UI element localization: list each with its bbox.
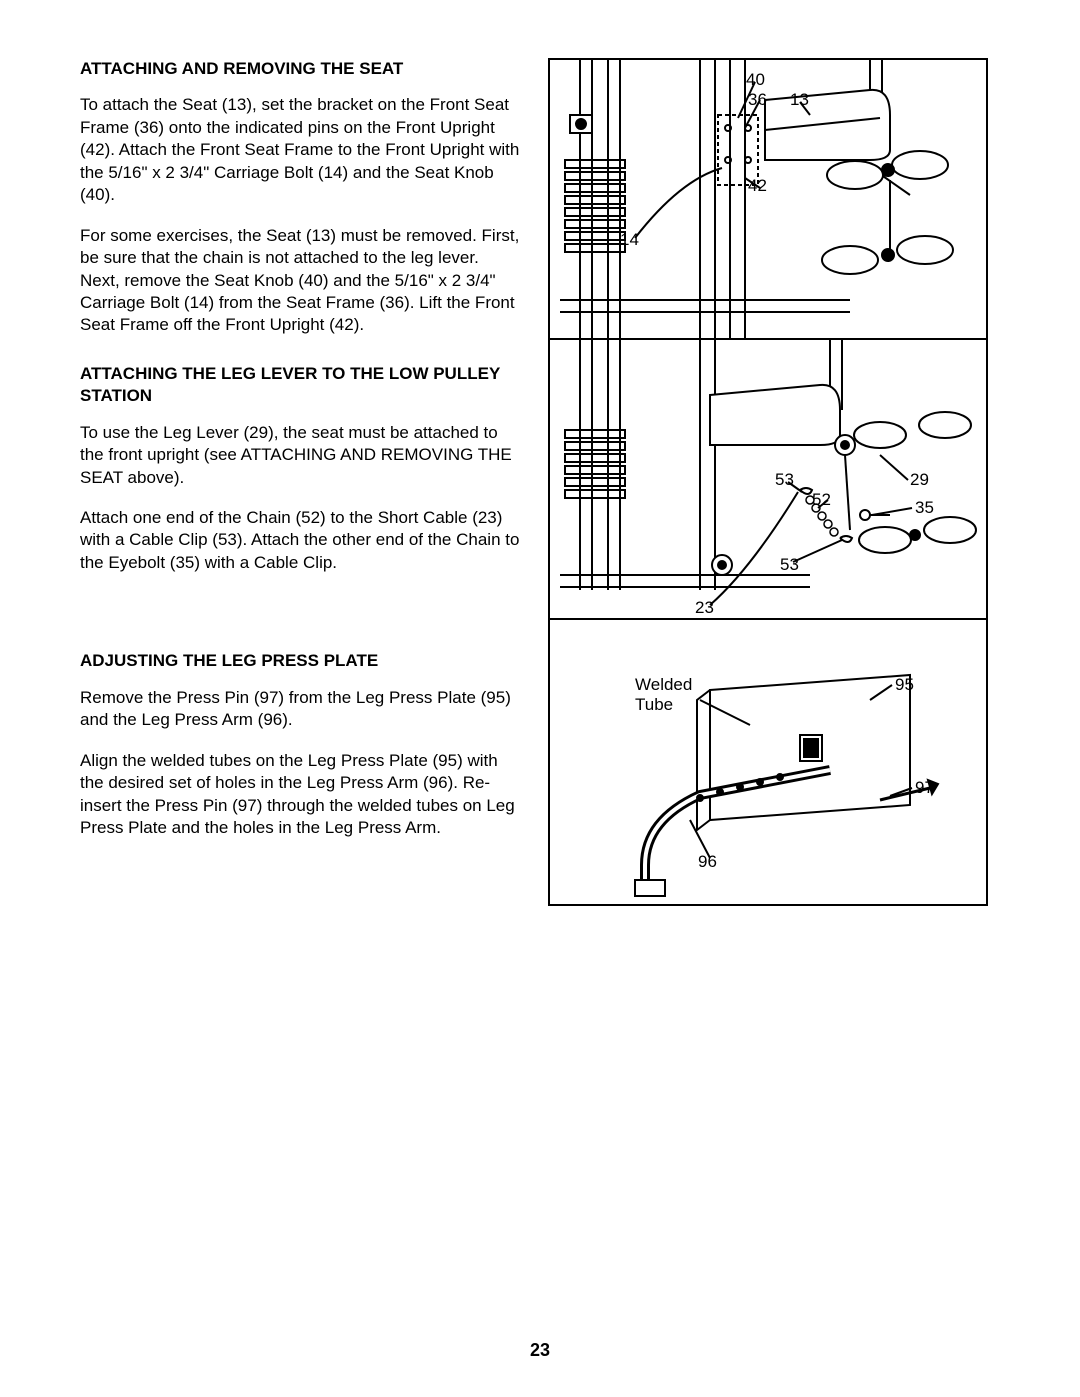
callout-label: 23 bbox=[695, 598, 714, 618]
manual-page: ATTACHING AND REMOVING THE SEAT To attac… bbox=[0, 0, 1080, 1397]
callout-label: 53 bbox=[775, 470, 794, 490]
diagram-leg-lever: 53 29 52 35 53 23 bbox=[548, 338, 988, 618]
callout-label: 53 bbox=[780, 555, 799, 575]
body-paragraph: To use the Leg Lever (29), the seat must… bbox=[80, 422, 520, 489]
seat-diagram-svg bbox=[550, 60, 985, 340]
callout-label: 97 bbox=[915, 778, 934, 798]
callout-label: 35 bbox=[915, 498, 934, 518]
callout-label: 29 bbox=[910, 470, 929, 490]
body-paragraph: Remove the Press Pin (97) from the Leg P… bbox=[80, 687, 520, 732]
leg-press-diagram-svg bbox=[550, 620, 985, 908]
diagram-leg-press-plate: Welded Tube 95 97 96 bbox=[548, 618, 988, 906]
callout-label: 14 bbox=[620, 230, 639, 250]
callout-label: 52 bbox=[812, 490, 831, 510]
page-number: 23 bbox=[0, 1340, 1080, 1361]
callout-label: Tube bbox=[635, 695, 673, 715]
diagram-seat-attachment: 40 36 13 42 14 bbox=[548, 58, 988, 338]
diagram-column: 40 36 13 42 14 bbox=[548, 58, 988, 906]
callout-label: 96 bbox=[698, 852, 717, 872]
two-column-layout: ATTACHING AND REMOVING THE SEAT To attac… bbox=[80, 58, 1000, 906]
callout-label: 42 bbox=[748, 176, 767, 196]
callout-label: 36 bbox=[748, 90, 767, 110]
text-column: ATTACHING AND REMOVING THE SEAT To attac… bbox=[80, 58, 520, 857]
body-paragraph: For some exercises, the Seat (13) must b… bbox=[80, 225, 520, 337]
body-paragraph: Align the welded tubes on the Leg Press … bbox=[80, 750, 520, 840]
section-heading: ATTACHING AND REMOVING THE SEAT bbox=[80, 58, 520, 80]
section-heading: ADJUSTING THE LEG PRESS PLATE bbox=[80, 650, 520, 672]
diagram-stack: 40 36 13 42 14 bbox=[548, 58, 988, 906]
body-paragraph: Attach one end of the Chain (52) to the … bbox=[80, 507, 520, 574]
body-paragraph: To attach the Seat (13), set the bracket… bbox=[80, 94, 520, 206]
callout-label: Welded bbox=[635, 675, 692, 695]
callout-label: 40 bbox=[746, 70, 765, 90]
callout-label: 13 bbox=[790, 90, 809, 110]
callout-label: 95 bbox=[895, 675, 914, 695]
section-heading: ATTACHING THE LEG LEVER TO THE LOW PULLE… bbox=[80, 363, 520, 408]
